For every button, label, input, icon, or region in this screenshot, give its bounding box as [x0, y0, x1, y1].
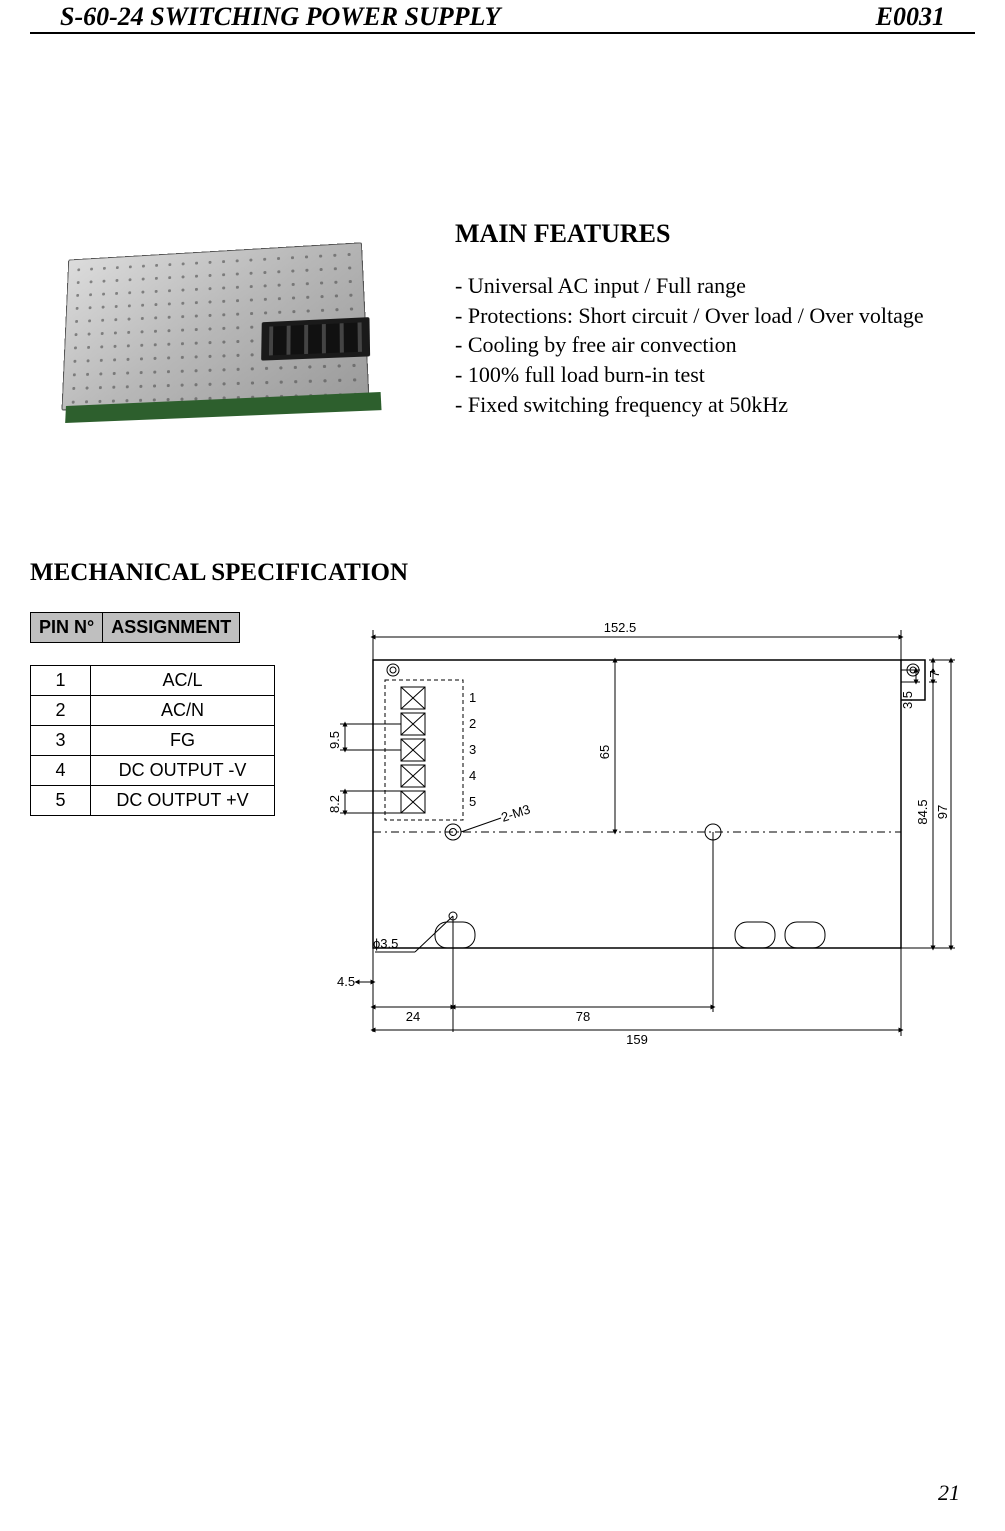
mechanical-drawing: 1 2 3 4 5 [315, 612, 975, 1072]
header-title-left: S-60-24 SWITCHING POWER SUPPLY [60, 2, 500, 32]
feature-item: 100% full load burn-in test [455, 360, 975, 390]
pin-number: 1 [31, 666, 91, 696]
pin-assignment: FG [91, 726, 275, 756]
assignment-col-header: ASSIGNMENT [103, 613, 240, 643]
features-list: Universal AC input / Full range Protecti… [455, 271, 975, 419]
dim-bottom-seg1: 24 [406, 1009, 420, 1024]
feature-item: Fixed switching frequency at 50kHz [455, 390, 975, 420]
mechanical-row: PIN N° ASSIGNMENT 1 AC/L 2 AC/N 3 FG [30, 612, 975, 1072]
drawing-svg: 1 2 3 4 5 [315, 612, 975, 1072]
dim-left-margin: 4.5 [337, 974, 355, 989]
pin-label: 3 [469, 742, 476, 757]
leader [415, 916, 453, 952]
dim-top-width: 152.5 [604, 620, 637, 635]
pin-tables: PIN N° ASSIGNMENT 1 AC/L 2 AC/N 3 FG [30, 612, 275, 816]
mount-hole-inner [390, 667, 396, 673]
pin-number: 4 [31, 756, 91, 786]
pin-header-table: PIN N° ASSIGNMENT [30, 612, 240, 643]
page-header: S-60-24 SWITCHING POWER SUPPLY E0031 [30, 0, 975, 34]
pin-label: 5 [469, 794, 476, 809]
feature-item: Protections: Short circuit / Over load /… [455, 301, 975, 331]
leader [461, 818, 501, 832]
table-row: 4 DC OUTPUT -V [31, 756, 275, 786]
table-row: 3 FG [31, 726, 275, 756]
dim-inner-height: 84.5 [915, 799, 930, 824]
dim-bottom-seg2: 78 [576, 1009, 590, 1024]
pin-label: 4 [469, 768, 476, 783]
dim-overall-width: 159 [626, 1032, 648, 1047]
table-row: 5 DC OUTPUT +V [31, 786, 275, 816]
mechanical-heading: MECHANICAL SPECIFICATION [30, 559, 975, 587]
dim-term-h: 8.2 [327, 795, 342, 813]
feature-item: Universal AC input / Full range [455, 271, 975, 301]
dim-screw-note: 2-M3 [499, 801, 532, 824]
header-title-right: E0031 [876, 2, 945, 32]
product-photo [30, 219, 425, 444]
dim-pitch: 9.5 [327, 731, 342, 749]
pin-label: 2 [469, 716, 476, 731]
pin-number: 2 [31, 696, 91, 726]
terminal-screws [401, 687, 425, 813]
foot [435, 922, 475, 948]
main-features: MAIN FEATURES Universal AC input / Full … [455, 219, 975, 444]
table-row: 2 AC/N [31, 696, 275, 726]
table-row: 1 AC/L [31, 666, 275, 696]
page-number: 21 [938, 1480, 960, 1506]
pin-assignment-table: 1 AC/L 2 AC/N 3 FG 4 DC OUTPUT -V 5 DC [30, 665, 275, 816]
pin-number: 3 [31, 726, 91, 756]
dim-mid-height: 65 [597, 745, 612, 759]
top-row: MAIN FEATURES Universal AC input / Full … [30, 219, 975, 444]
foot [785, 922, 825, 948]
page-content: MAIN FEATURES Universal AC input / Full … [0, 219, 1005, 1072]
table-row: PIN N° ASSIGNMENT [31, 613, 240, 643]
dim-right-top1: 7 [927, 670, 942, 677]
pin-label: 1 [469, 690, 476, 705]
features-heading: MAIN FEATURES [455, 219, 975, 249]
dim-right-top2: 3.5 [900, 691, 915, 709]
dim-hole-dia: ϕ3.5 [373, 936, 398, 951]
mount-hole [387, 664, 399, 676]
pin-assignment: AC/N [91, 696, 275, 726]
pin-col-header: PIN N° [31, 613, 103, 643]
pin-assignment: DC OUTPUT -V [91, 756, 275, 786]
foot [735, 922, 775, 948]
feature-item: Cooling by free air convection [455, 330, 975, 360]
pin-assignment: AC/L [91, 666, 275, 696]
pin-assignment: DC OUTPUT +V [91, 786, 275, 816]
enclosure-outline [373, 660, 901, 948]
dim-overall-height: 97 [935, 805, 950, 819]
psu-terminal-block [261, 317, 370, 360]
pin-number: 5 [31, 786, 91, 816]
